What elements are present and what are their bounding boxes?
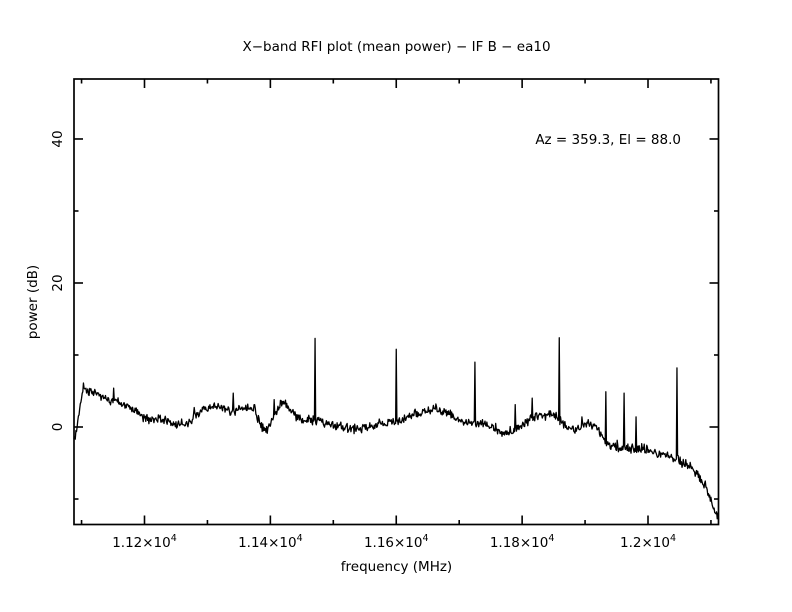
y-tick-label: 0 xyxy=(50,423,66,432)
spectrum-trace xyxy=(73,337,720,520)
y-tick-label: 40 xyxy=(50,130,66,147)
x-tick-label: 1.14×104 xyxy=(238,533,303,551)
y-tick-label: 20 xyxy=(50,274,66,291)
x-tick-label: 1.16×104 xyxy=(364,533,429,551)
spectrum-curve-layer xyxy=(73,337,720,520)
x-axis-label: frequency (MHz) xyxy=(341,559,452,575)
y-axis-label: power (dB) xyxy=(25,265,41,339)
plot-title: X−band RFI plot (mean power) − IF B − ea… xyxy=(242,39,550,55)
plot-axes xyxy=(73,78,720,526)
az-el-annotation: Az = 359.3, El = 88.0 xyxy=(535,132,681,148)
x-tick-label: 1.12×104 xyxy=(112,533,177,551)
axis-tick-labels: 1.12×104 1.14×104 1.16×104 1.18×104 1.2×104 0… xyxy=(50,130,676,551)
x-tick-label: 1.2×104 xyxy=(620,533,676,551)
x-tick-label: 1.18×104 xyxy=(490,533,555,551)
